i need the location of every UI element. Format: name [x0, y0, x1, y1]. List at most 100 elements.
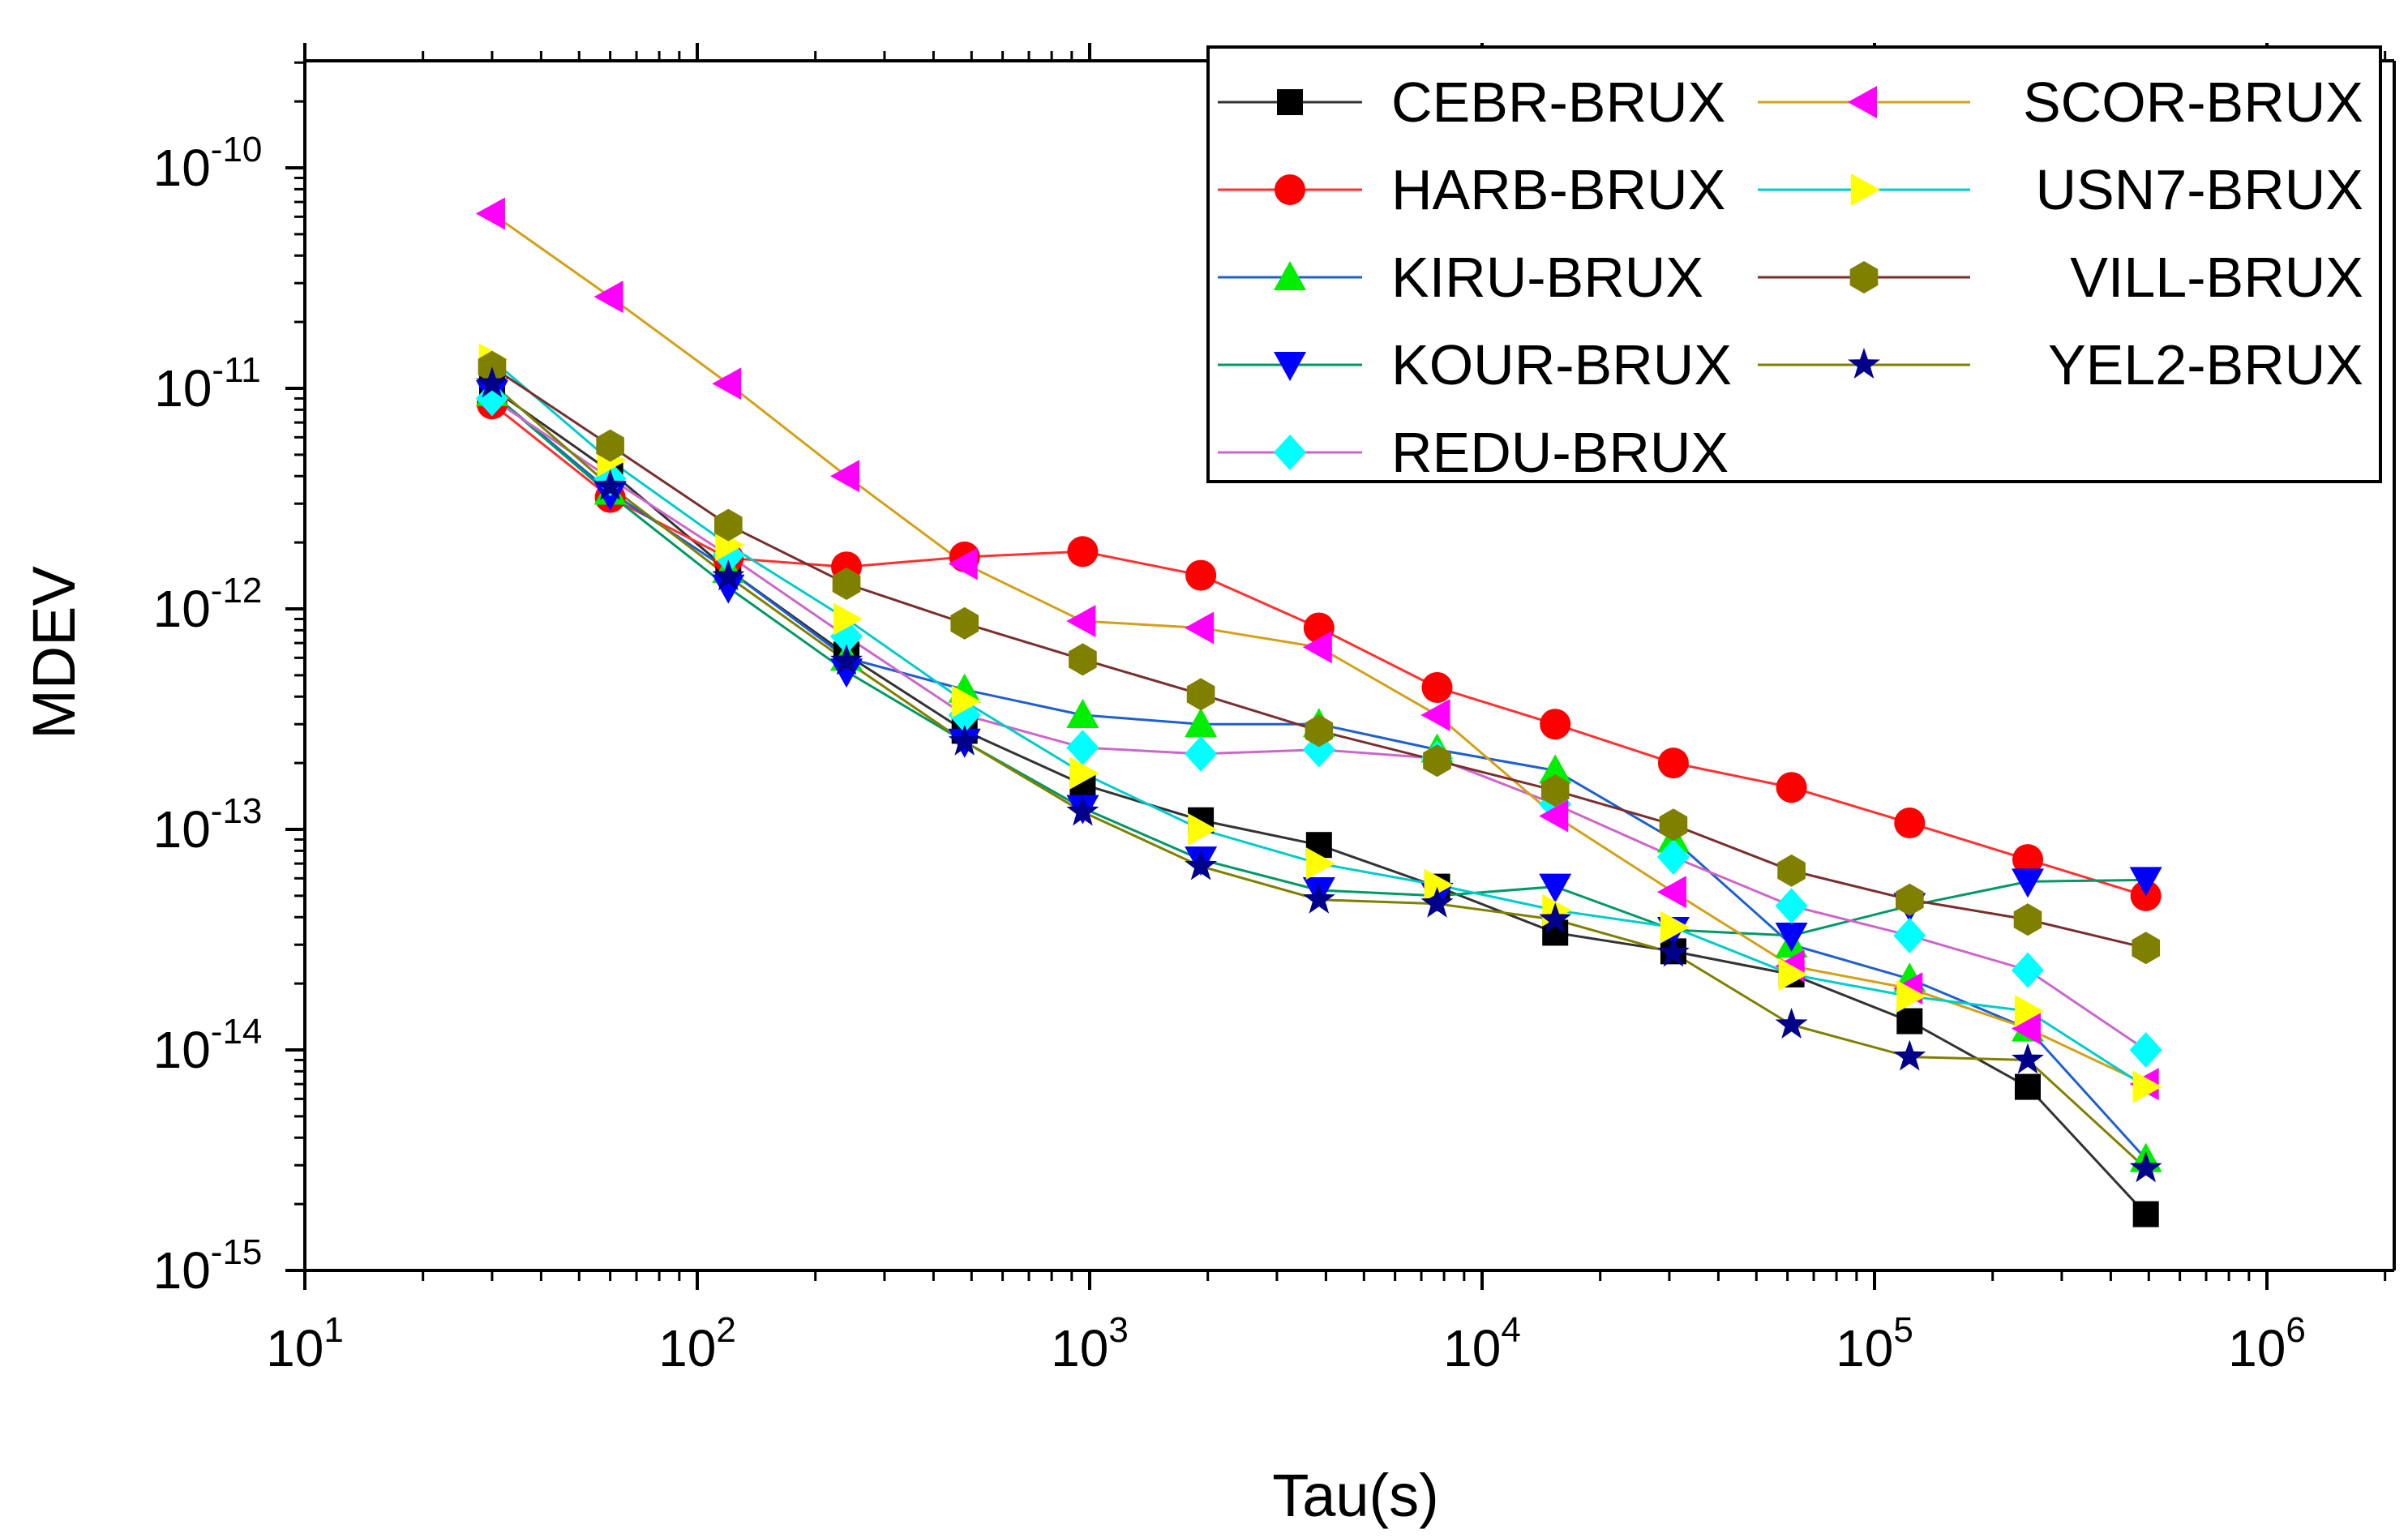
legend-label: KIRU-BRUX	[1391, 246, 1703, 309]
series-markers	[475, 197, 2162, 1227]
legend-label: SCOR-BRUX	[2023, 71, 2363, 134]
data-point	[712, 367, 742, 401]
legend-marker	[1851, 174, 1880, 206]
data-point	[1185, 849, 1218, 880]
data-point	[1893, 1039, 1926, 1071]
data-point	[1066, 730, 1099, 766]
data-point	[1895, 883, 1924, 916]
y-tick-label: 10-14	[153, 1012, 263, 1079]
data-point	[1420, 886, 1454, 918]
data-point	[1656, 838, 1690, 875]
data-point	[1420, 698, 1450, 731]
data-point	[951, 685, 981, 718]
data-point	[593, 469, 627, 500]
data-point	[2129, 1151, 2162, 1183]
data-point	[1656, 936, 1690, 967]
data-point	[1893, 917, 1926, 953]
legend-item: REDU-BRUX	[1218, 421, 1729, 484]
data-point	[1777, 854, 1806, 887]
series-yel2-brux	[475, 366, 2162, 1183]
legend-marker	[1275, 174, 1305, 205]
data-point	[1185, 735, 1218, 772]
legend-marker	[1849, 261, 1879, 293]
y-axis-label: MDEV	[20, 565, 88, 739]
series-scor-brux	[475, 197, 2159, 1101]
legend-label: REDU-BRUX	[1391, 421, 1729, 484]
data-point	[1539, 799, 1569, 833]
x-tick-label: 102	[658, 1310, 736, 1377]
data-point	[1066, 698, 1099, 728]
data-point	[593, 281, 623, 314]
data-point	[830, 644, 863, 675]
data-point	[950, 606, 979, 640]
data-point	[2012, 868, 2045, 898]
data-point	[2012, 1012, 2042, 1045]
x-tick-label: 105	[1836, 1310, 1913, 1377]
legend-item: HARB-BRUX	[1218, 158, 1725, 221]
legend-label: KOUR-BRUX	[1391, 333, 1732, 396]
data-point	[1539, 754, 1572, 784]
data-point	[1185, 611, 1215, 645]
legend-marker	[1274, 352, 1306, 381]
data-point	[1656, 876, 1686, 909]
x-axis-label: Tau(s)	[1272, 1462, 1439, 1529]
data-point	[1540, 774, 1570, 808]
data-point	[1305, 847, 1335, 880]
legend-marker	[1277, 89, 1303, 115]
legend-item: VILL-BRUX	[1758, 246, 2363, 309]
data-point	[2132, 932, 2161, 965]
data-point	[2012, 1043, 2044, 1074]
data-point	[712, 559, 745, 591]
data-point	[833, 602, 863, 636]
legend-item: SCOR-BRUX	[1758, 71, 2363, 134]
data-point	[2015, 1073, 2042, 1100]
data-point	[2132, 1201, 2159, 1227]
data-point	[1066, 795, 1099, 826]
data-point	[1896, 979, 1926, 1013]
legend-item: USN7-BRUX	[1758, 158, 2363, 221]
data-point	[1896, 1008, 1923, 1035]
data-point	[1069, 643, 1097, 676]
data-point	[1660, 910, 1690, 944]
y-tick-label: 10-10	[153, 130, 263, 197]
data-point	[1188, 813, 1218, 846]
x-tick-label: 101	[266, 1310, 344, 1377]
data-point	[1539, 902, 1572, 934]
series-vill-brux	[478, 350, 2161, 965]
legend-label: YEL2-BRUX	[2048, 333, 2363, 396]
data-point	[1186, 678, 1215, 711]
data-point	[1778, 958, 1808, 991]
y-tick-label: 10-12	[153, 571, 263, 638]
data-point	[1776, 772, 1807, 803]
data-point	[1775, 888, 1808, 924]
data-point	[475, 380, 508, 417]
data-point	[948, 724, 981, 756]
x-tick-label: 103	[1051, 1310, 1129, 1377]
data-point	[712, 574, 745, 604]
data-point	[1069, 756, 1099, 790]
legend-marker	[1274, 435, 1306, 470]
data-point	[1423, 744, 1451, 778]
data-point	[1657, 748, 1689, 779]
data-point	[1067, 536, 1099, 568]
y-tick-label: 10-13	[153, 791, 263, 859]
legend-item: CEBR-BRUX	[1218, 71, 1725, 134]
legend-marker	[1848, 86, 1877, 118]
legend-marker	[1274, 261, 1306, 290]
data-point	[1185, 559, 1217, 591]
data-point	[475, 197, 505, 230]
legend-marker	[1848, 348, 1880, 379]
data-point	[2129, 867, 2162, 897]
data-point	[596, 429, 624, 462]
data-point	[830, 658, 863, 688]
data-point	[830, 460, 860, 493]
data-point	[1775, 922, 1808, 952]
x-tick-label: 104	[1443, 1310, 1521, 1377]
data-point	[2132, 1070, 2162, 1103]
y-tick-label: 10-11	[154, 350, 261, 418]
data-point	[1305, 714, 1334, 748]
data-point	[832, 568, 861, 601]
legend-label: HARB-BRUX	[1391, 158, 1725, 221]
legend: CEBR-BRUX HARB-BRUX KIRU-BRUX KOUR-BRUX REDU…	[1206, 45, 2382, 484]
